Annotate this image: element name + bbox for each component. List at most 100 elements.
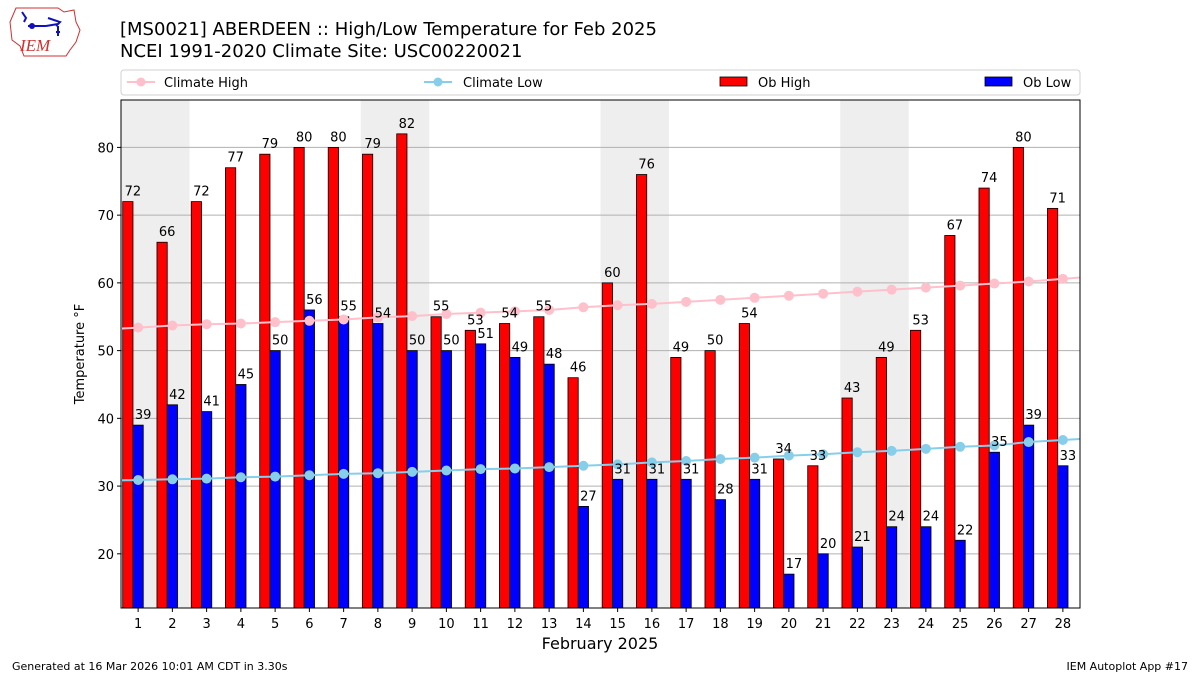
legend: Climate High Climate Low Ob High Ob Low bbox=[120, 69, 1081, 96]
ob-low-bar bbox=[783, 573, 795, 609]
ob-high-bar bbox=[396, 133, 408, 609]
ob-low-label: 56 bbox=[306, 293, 323, 308]
x-axis-ticks: 1 2 3 4 5 6 7 8 9 10 11 12 13 14 15 16 17 18 19 20 21 22 23 24 2… bbox=[134, 608, 1071, 632]
x-tick-label: 28 bbox=[1055, 617, 1072, 632]
ob-low-bar bbox=[954, 539, 966, 609]
climate-high-point bbox=[475, 307, 486, 318]
y-tick-label: 60 bbox=[97, 277, 114, 292]
climate-low-point bbox=[201, 473, 212, 484]
climate-low-point bbox=[920, 443, 931, 454]
climate-low-point bbox=[304, 470, 315, 481]
ob-low-bar bbox=[920, 526, 932, 609]
ob-low-label: 24 bbox=[923, 510, 940, 525]
logo-text: IEM bbox=[19, 36, 51, 55]
ob-low-label: 28 bbox=[717, 483, 734, 498]
ob-high-label: 80 bbox=[330, 130, 347, 145]
climate-low-point bbox=[509, 463, 520, 474]
climate-high-point bbox=[578, 302, 589, 313]
climate-high-point bbox=[989, 278, 1000, 289]
ob-low-bar bbox=[372, 323, 384, 609]
ob-high-label: 82 bbox=[399, 117, 416, 132]
climate-low-point bbox=[886, 445, 897, 456]
ob-low-label: 31 bbox=[614, 462, 631, 477]
ob-low-label: 20 bbox=[820, 537, 837, 552]
legend-label-ob-high: Ob High bbox=[758, 76, 811, 91]
ob-high-bar bbox=[670, 356, 682, 609]
ob-high-bar bbox=[1012, 147, 1024, 609]
climate-low-point bbox=[372, 468, 383, 479]
y-axis-label: Temperature °F bbox=[73, 304, 88, 405]
ob-high-bar bbox=[704, 350, 716, 609]
y-tick-label: 40 bbox=[97, 412, 114, 427]
climate-high-point bbox=[1057, 273, 1068, 284]
x-tick-label: 6 bbox=[305, 617, 313, 632]
climate-low-point bbox=[475, 464, 486, 475]
climate-high-point bbox=[304, 315, 315, 326]
ob-low-bar bbox=[1023, 424, 1035, 609]
climate-high-point bbox=[612, 300, 623, 311]
x-tick-label: 8 bbox=[374, 617, 382, 632]
ob-high-label: 54 bbox=[741, 307, 758, 322]
climate-low-point bbox=[681, 456, 692, 467]
climate-low-point bbox=[441, 465, 452, 476]
ob-high-label: 74 bbox=[981, 171, 998, 186]
chart-title: [MS0021] ABERDEEN :: High/Low Temperatur… bbox=[120, 19, 657, 40]
ob-low-bar bbox=[475, 343, 487, 609]
climate-high-point bbox=[372, 312, 383, 323]
x-tick-label: 26 bbox=[986, 617, 1003, 632]
climate-low-point bbox=[852, 447, 863, 458]
climate-low-point bbox=[578, 460, 589, 471]
climate-high-point bbox=[715, 294, 726, 305]
ob-high-label: 66 bbox=[159, 225, 176, 240]
ob-low-bar bbox=[1057, 465, 1069, 609]
ob-low-label: 31 bbox=[649, 462, 666, 477]
ob-low-bar bbox=[440, 350, 452, 609]
ob-high-bar bbox=[841, 397, 853, 609]
ob-high-bar bbox=[978, 187, 990, 609]
legend-item-climate-low: Climate Low bbox=[424, 76, 543, 91]
climate-high-point bbox=[955, 280, 966, 291]
ob-high-bar bbox=[738, 323, 750, 609]
x-tick-label: 3 bbox=[202, 617, 210, 632]
climate-high-point bbox=[646, 298, 657, 309]
ob-low-label: 31 bbox=[751, 462, 768, 477]
x-tick-label: 15 bbox=[609, 617, 626, 632]
ob-high-label: 80 bbox=[1015, 130, 1032, 145]
ob-low-bar bbox=[509, 356, 521, 609]
climate-low-point bbox=[270, 471, 281, 482]
ob-high-bar bbox=[225, 167, 237, 609]
climate-low-point bbox=[544, 462, 555, 473]
ob-high-bar bbox=[190, 201, 202, 609]
x-tick-label: 11 bbox=[472, 617, 489, 632]
ob-high-bar bbox=[807, 465, 819, 609]
x-tick-label: 25 bbox=[952, 617, 969, 632]
climate-low-point bbox=[749, 452, 760, 463]
ob-high-label: 67 bbox=[947, 218, 964, 233]
ob-low-bar bbox=[680, 478, 692, 609]
ob-low-bar bbox=[132, 424, 144, 609]
x-tick-label: 1 bbox=[134, 617, 142, 632]
x-tick-label: 22 bbox=[849, 617, 866, 632]
ob-high-label: 34 bbox=[775, 442, 792, 457]
ob-high-bar bbox=[773, 458, 785, 609]
ob-high-label: 60 bbox=[604, 266, 621, 281]
ob-high-bar bbox=[259, 153, 271, 609]
ob-low-bar bbox=[577, 505, 589, 609]
ob-high-bar bbox=[362, 153, 374, 609]
ob-low-bar bbox=[851, 546, 863, 609]
ob-high-bar bbox=[533, 316, 545, 609]
ob-low-bar bbox=[988, 451, 1000, 609]
ob-high-bar bbox=[567, 377, 579, 609]
ob-high-label: 79 bbox=[262, 137, 279, 152]
climate-high-point bbox=[783, 290, 794, 301]
ob-high-label: 72 bbox=[193, 185, 210, 200]
climate-low-marker-icon bbox=[433, 77, 443, 87]
ob-high-bar bbox=[122, 201, 134, 609]
ob-high-bar bbox=[156, 241, 168, 609]
x-tick-label: 21 bbox=[815, 617, 832, 632]
climate-high-point bbox=[235, 318, 246, 329]
climate-high-point bbox=[133, 322, 144, 333]
ob-low-bar bbox=[714, 499, 726, 609]
legend-item-ob-low: Ob Low bbox=[984, 76, 1072, 91]
